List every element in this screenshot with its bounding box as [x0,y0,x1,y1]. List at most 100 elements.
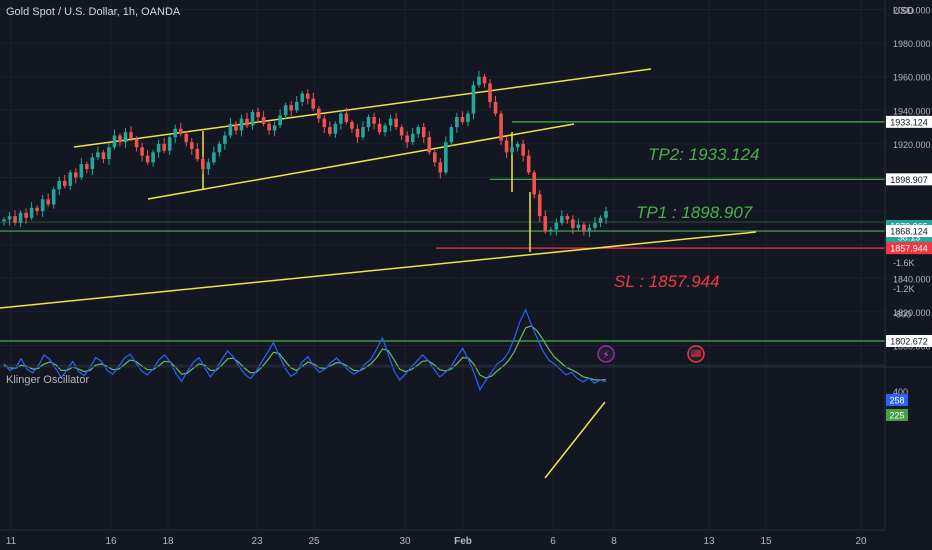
candle-body [455,117,459,128]
time-axis[interactable]: 11 16 18 23 25 30 Feb 6 8 13 15 20 [6,536,867,547]
candle-body [272,125,277,131]
candle-body [267,123,271,131]
candle-body [162,143,166,151]
candle-body [355,128,360,138]
candle-body [328,127,332,134]
indicator-tick-label: 400 [893,387,908,397]
candle-body [466,113,470,123]
candle-body [217,143,222,153]
indicator-badge-signal [886,409,908,421]
candle-body [604,211,608,218]
candle-body [129,132,133,139]
candle-body [40,199,45,212]
price-badge-text: 58:13 [898,233,921,243]
candle-body [256,111,260,118]
currency-label: USD [893,6,915,17]
candle-body [532,172,537,195]
us-flag-icon [691,350,701,357]
candle-body [112,135,117,148]
price-tick-label: 1940.000 [893,106,931,116]
time-tick-label: 23 [251,536,263,547]
candle-body [388,118,393,126]
time-tick-label: Feb [454,536,472,547]
price-tick-label: 1920.000 [893,140,931,150]
candle-body [471,85,476,114]
price-tick-label: 1960.000 [893,73,931,83]
indicator-tick-label: -800 [893,310,911,320]
channel-top-line[interactable] [73,68,652,148]
candle-body [73,172,78,178]
price-badge-text: 1898.907 [890,175,928,185]
candle-body [493,101,498,114]
chart-title: Gold Spot / U.S. Dollar, 1h, OANDA [6,6,181,18]
candle-body [405,135,409,143]
candle-body [582,224,586,232]
grid [0,0,885,530]
tp2-label: TP2: 1933.124 [648,145,760,164]
candle-body [79,164,84,178]
candle-body [317,108,321,119]
candle-body [151,152,155,163]
candle-body [90,157,95,170]
candle-body [543,216,548,232]
candle-body [322,118,327,128]
candle-body [554,222,559,230]
event-markers[interactable]: ⚡ [597,345,705,363]
candle-body [350,122,354,129]
klinger-oscillator [0,308,885,392]
time-tick-label: 30 [399,536,411,547]
price-tick-label: 1820.000 [893,308,931,318]
candle-body [201,159,205,170]
candle-body [13,216,17,223]
candle-body [46,199,50,205]
candle-body [477,76,481,86]
indicator-title: Klinger Oscillator [6,374,90,386]
candle-body [145,155,150,163]
candle-body [515,143,520,148]
lightning-event-icon[interactable] [597,345,615,363]
klinger-trendline[interactable] [544,401,606,479]
candle-body [560,216,564,223]
lower-trendline[interactable] [0,231,757,309]
candle-body [134,138,139,148]
candle-body [410,133,415,143]
candle-body [123,132,128,143]
candle-body [537,194,542,217]
trendlines [0,68,757,479]
candle-body [212,152,216,163]
candle-body [250,111,255,126]
candle-body [173,128,178,138]
candle-body [140,147,144,156]
candle-body [107,147,111,160]
candle-body [189,142,194,149]
candle-body [289,105,293,111]
candle-body [499,113,503,141]
candle-body [460,117,465,123]
candle-body [598,217,603,223]
candle-body [29,207,34,218]
time-tick-label: 25 [308,536,320,547]
time-tick-label: 18 [162,536,174,547]
indicator-badge-klinger [886,394,908,406]
candle-body [278,115,282,126]
price-badge-level [886,225,932,238]
candle-body [361,127,365,138]
price-badge-level [886,335,932,348]
candle-body [68,172,73,186]
candle-body [300,93,305,102]
candle-body [294,101,299,111]
candle-body [7,216,12,220]
time-tick-label: 11 [6,536,17,547]
indicator-tick-label: -1.6K [893,258,915,268]
candle-body [548,229,553,232]
candle-body [366,117,371,128]
time-tick-label: 13 [703,536,715,547]
candle-body [576,224,581,228]
channel-bottom-line[interactable] [147,123,575,200]
price-badge-text: 1802.672 [890,337,928,347]
candle-body [377,123,382,133]
candle-body [421,127,426,138]
candle-body [261,117,266,124]
candle-body [488,83,492,102]
